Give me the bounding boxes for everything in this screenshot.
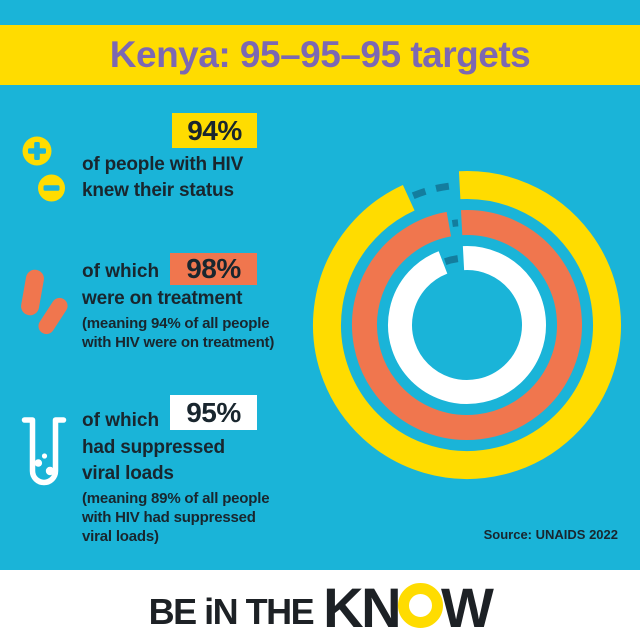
logo-text-w: W <box>441 575 494 639</box>
stat-2-note: (meaning 94% of all people with HIV were… <box>82 314 274 352</box>
pills-icon <box>21 269 68 335</box>
logo-text-kn: KN <box>323 575 401 639</box>
source-label: Source: UNAIDS 2022 <box>483 527 618 542</box>
donut-gap-dashes-3 <box>444 254 462 265</box>
donut-gap-dashes-1 <box>411 182 456 200</box>
logo-o-ring-icon <box>398 583 444 628</box>
stat-3-note-line: viral loads) <box>82 528 159 545</box>
stat-2-prefix: of which <box>82 261 160 282</box>
header-band: Kenya: 95–95–95 targets <box>0 25 640 85</box>
stat-3-text: had suppressed viral loads <box>82 435 225 486</box>
stat-3-value-badge: 95% <box>170 395 257 430</box>
donut-chart <box>313 171 622 479</box>
stat-2-value-badge: 98% <box>170 253 257 285</box>
stat-3-note-line: with HIV had suppressed <box>82 509 256 526</box>
stat-2-text: were on treatment <box>82 286 242 312</box>
stat-1-text: of people with HIV knew their status <box>82 152 243 203</box>
plus-minus-icon <box>22 136 65 202</box>
donut-ring-1 <box>313 171 622 479</box>
stat-1-line: knew their status <box>82 179 234 201</box>
stat-3-note: (meaning 89% of all people with HIV had … <box>82 489 270 546</box>
stat-3-note-line: (meaning 89% of all people <box>82 490 270 507</box>
stat-1-line: of people with HIV <box>82 154 244 175</box>
donut-ring-3 <box>388 246 546 404</box>
donut-gap-dashes-2 <box>451 219 459 228</box>
donut-ring-2 <box>352 210 582 440</box>
stat-3-line: viral loads <box>82 462 174 484</box>
footer: BE iN THE KN W <box>0 570 640 640</box>
be-in-the-know-logo: BE iN THE KN W <box>148 575 494 639</box>
logo-text-small: BE iN THE <box>148 591 315 632</box>
stat-2-note-line: with HIV were on treatment) <box>82 334 275 351</box>
test-tube-icon <box>21 417 67 486</box>
stat-3-line: had suppressed <box>82 437 225 458</box>
page-title: Kenya: 95–95–95 targets <box>109 34 531 75</box>
stat-2-line: were on treatment <box>82 288 243 309</box>
stat-1-value-badge: 94% <box>172 113 257 148</box>
stat-2-note-line: (meaning 94% of all people <box>82 315 270 332</box>
stat-3-prefix: of which <box>82 410 160 431</box>
